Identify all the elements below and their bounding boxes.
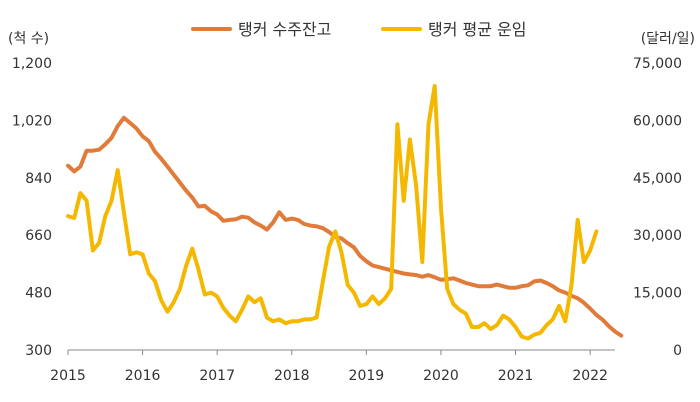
right-axis-unit: (달러/일): [641, 31, 695, 47]
right-tick-label: 30,000: [633, 228, 682, 244]
x-tick-label: 2019: [349, 368, 385, 384]
legend-label-freight: 탱커 평균 운임: [428, 20, 527, 39]
left-tick-label: 660: [25, 228, 52, 244]
left-tick-label: 1,200: [12, 56, 52, 72]
x-tick-label: 2020: [423, 368, 459, 384]
left-tick-label: 300: [25, 343, 52, 359]
freight-series-line: [66, 84, 599, 341]
legend-label-orderbook: 탱커 수주잔고: [238, 20, 331, 39]
left-tick-label: 840: [25, 171, 52, 187]
right-tick-label: 15,000: [633, 286, 682, 302]
right-tick-label: 60,000: [633, 113, 682, 129]
x-axis: 2015 2016 2017 2018 2019 2020 2021 2022: [50, 349, 615, 384]
left-axis-ticks: 1,200 1,020 840 660 480 300: [12, 56, 52, 359]
left-tick-label: 1,020: [12, 113, 52, 129]
right-tick-label: 75,000: [633, 56, 682, 72]
orderbook-series-line: [66, 115, 624, 338]
x-tick-label: 2016: [125, 368, 161, 384]
right-tick-label: 45,000: [633, 171, 682, 187]
right-tick-label: 0: [673, 343, 682, 359]
left-tick-label: 480: [25, 286, 52, 302]
x-tick-label: 2017: [199, 368, 235, 384]
right-axis-ticks: 75,000 60,000 45,000 30,000 15,000 0: [633, 56, 682, 359]
legend: 탱커 수주잔고 탱커 평균 운임: [191, 20, 527, 39]
series-lines: [66, 84, 624, 341]
x-tick-label: 2021: [498, 368, 534, 384]
x-tick-label: 2022: [572, 368, 608, 384]
x-tick-label: 2018: [274, 368, 310, 384]
x-tick-label: 2015: [50, 368, 86, 384]
left-axis-unit: (척 수): [8, 31, 49, 47]
